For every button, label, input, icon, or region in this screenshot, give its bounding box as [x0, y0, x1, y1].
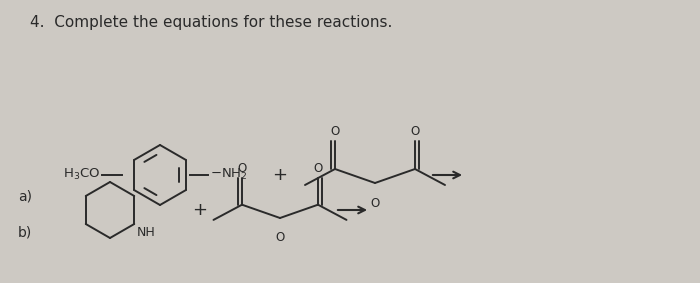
Text: O: O: [275, 231, 285, 244]
Text: O: O: [237, 162, 246, 175]
Text: $-$NH$_2$: $-$NH$_2$: [210, 166, 248, 182]
Text: O: O: [370, 197, 379, 210]
Text: +: +: [193, 201, 207, 219]
Text: O: O: [410, 125, 419, 138]
Text: O: O: [314, 162, 323, 175]
Text: +: +: [272, 166, 288, 184]
Text: a): a): [18, 190, 32, 204]
Text: H$_3$CO: H$_3$CO: [63, 166, 100, 182]
Text: b): b): [18, 225, 32, 239]
Text: O: O: [330, 125, 340, 138]
Text: NH: NH: [137, 226, 156, 239]
Text: 4.  Complete the equations for these reactions.: 4. Complete the equations for these reac…: [30, 15, 393, 30]
